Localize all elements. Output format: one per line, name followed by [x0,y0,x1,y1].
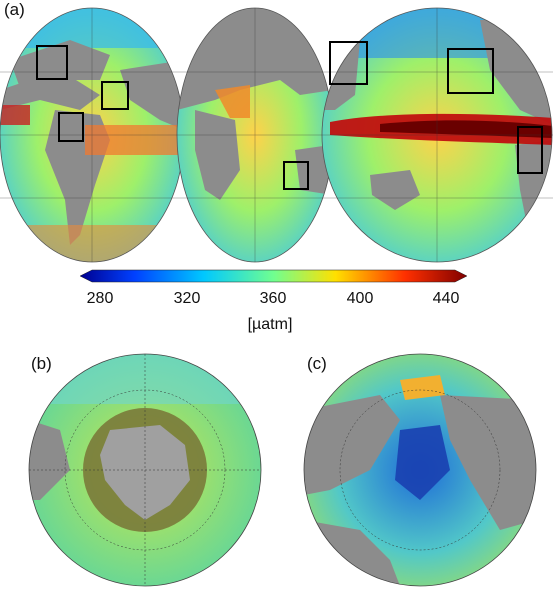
region-box [447,48,494,94]
region-box [101,81,129,110]
colorbar-unit: [µatm] [247,316,293,333]
antarctic-map [28,353,262,587]
panel-label-c: (c) [307,354,327,373]
colorbar-tick: 320 [173,290,201,307]
graticule [0,8,553,262]
panel-label-a: (a) [4,0,25,19]
colorbar-tick: 440 [432,290,460,307]
region-boxes [36,41,543,190]
global-map [0,7,553,263]
region-box [517,126,543,174]
region-box [36,45,68,80]
colorbar-tick: 360 [259,290,287,307]
panel-label-b: (b) [31,354,52,373]
region-box [283,161,309,190]
colorbar-tick: 400 [346,290,374,307]
colorbar [79,269,468,283]
colorbar-tick: 280 [86,290,114,307]
region-box [58,112,84,142]
arctic-map [303,353,537,587]
region-box [329,41,368,85]
